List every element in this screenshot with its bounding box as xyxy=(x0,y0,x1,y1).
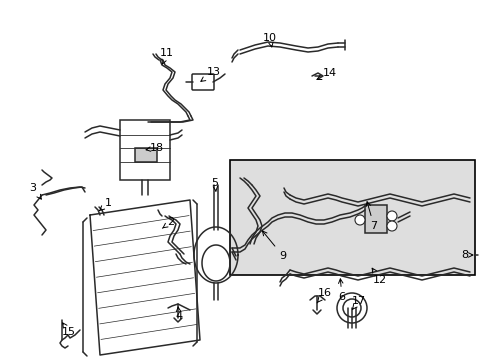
Bar xyxy=(135,148,157,162)
Text: 6: 6 xyxy=(338,279,345,302)
Circle shape xyxy=(342,299,360,317)
Text: 15: 15 xyxy=(62,323,76,337)
Text: 8: 8 xyxy=(461,250,472,260)
Text: 17: 17 xyxy=(351,296,366,309)
Text: 12: 12 xyxy=(371,268,386,285)
Text: 1: 1 xyxy=(100,198,111,211)
Text: 13: 13 xyxy=(201,67,221,81)
Text: 18: 18 xyxy=(146,143,164,153)
Text: 7: 7 xyxy=(366,202,377,231)
Circle shape xyxy=(354,215,364,225)
Text: 2: 2 xyxy=(162,217,174,228)
Circle shape xyxy=(386,221,396,231)
Text: 14: 14 xyxy=(316,68,336,80)
Text: 16: 16 xyxy=(316,288,331,303)
FancyBboxPatch shape xyxy=(192,74,214,90)
Text: 3: 3 xyxy=(29,183,41,199)
Circle shape xyxy=(386,211,396,221)
Circle shape xyxy=(336,293,366,323)
Bar xyxy=(120,120,170,180)
Bar xyxy=(364,205,386,233)
Text: 11: 11 xyxy=(160,48,174,64)
Text: 5: 5 xyxy=(211,178,218,191)
Text: 10: 10 xyxy=(263,33,276,47)
Bar xyxy=(229,160,474,275)
Text: 4: 4 xyxy=(175,307,182,321)
Text: 9: 9 xyxy=(262,231,286,261)
